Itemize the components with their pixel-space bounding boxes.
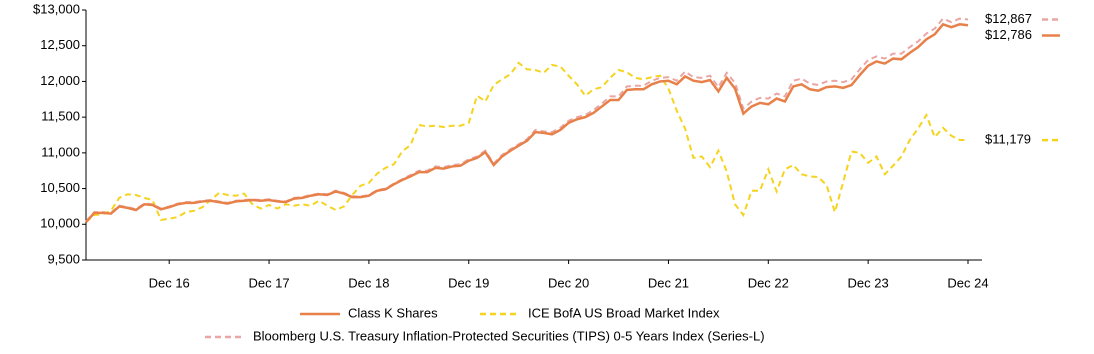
series-line <box>85 61 969 223</box>
x-tick-label: Dec 20 <box>548 275 589 290</box>
y-tick-label: 10,500 <box>40 180 80 195</box>
x-tick-label: Dec 21 <box>648 275 689 290</box>
x-tick-label: Dec 18 <box>348 275 389 290</box>
y-tick-label: $13,000 <box>33 1 80 16</box>
series-line <box>85 17 969 223</box>
y-tick-label: 11,000 <box>41 144 80 159</box>
y-tick-label: 12,500 <box>40 37 80 52</box>
series-line <box>85 22 969 223</box>
x-tick-label: Dec 23 <box>848 275 889 290</box>
legend-label: ICE BofA US Broad Market Index <box>528 305 720 320</box>
end-label: $11,179 <box>985 132 1031 147</box>
end-label: $12,786 <box>985 27 1032 42</box>
end-label: $12,867 <box>985 11 1032 26</box>
x-tick-label: Dec 19 <box>448 275 489 290</box>
legend-label: Class K Shares <box>348 305 438 320</box>
x-tick-label: Dec 24 <box>947 275 988 290</box>
x-tick-label: Dec 22 <box>748 275 789 290</box>
y-tick-label: 9,500 <box>47 251 80 266</box>
y-tick-label: 10,000 <box>40 216 80 231</box>
x-tick-label: Dec 17 <box>248 275 289 290</box>
legend-label: Bloomberg U.S. Treasury Inflation-Protec… <box>253 328 765 343</box>
x-tick-label: Dec 16 <box>149 275 190 290</box>
y-tick-label: 11,500 <box>41 109 80 124</box>
y-tick-label: 12,000 <box>40 73 80 88</box>
